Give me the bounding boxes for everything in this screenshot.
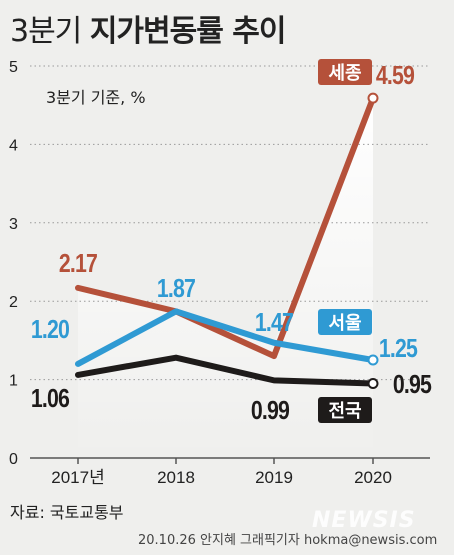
y-tick-label: 4 [9,137,18,154]
x-tick-label: 2017년 [51,468,104,487]
legend-label: 서울 [328,313,361,333]
y-tick-label: 5 [9,59,18,76]
legend-box-1 [318,309,372,335]
data-label: 0.99 [251,396,290,426]
data-label: 1.25 [379,334,418,364]
x-tick-label: 2018 [157,468,195,487]
y-tick-label: 3 [9,216,18,233]
y-tick-label: 2 [9,294,18,311]
title-part-1: 3분기 [10,14,90,49]
series-end-point-0 [367,92,379,104]
title-part-2: 지가변동률 추이 [89,14,287,49]
x-tick-label: 2020 [354,468,392,487]
unit-note: 3분기 기준, % [46,88,146,107]
data-label: 1.20 [31,315,70,345]
x-tick-label: 2019 [255,468,293,487]
y-tick-label: 0 [9,451,18,468]
series-line-2 [75,354,376,387]
chart-title: 3분기 지가변동률 추이 [10,6,287,50]
data-label: 2.17 [59,249,98,279]
series-line-0 [75,95,376,360]
data-label: 4.59 [376,61,415,91]
data-label: 1.47 [255,308,294,338]
credit-line: 20.10.26 안지혜 그래픽기자 hokma@newsis.com [138,533,438,548]
newsis-watermark-logo: NEWSIS [312,508,416,533]
series-end-point-2 [367,378,379,390]
y-tick-label: 1 [9,373,18,390]
legend-box-0 [318,59,372,85]
area-fill [78,98,373,459]
data-label: 1.87 [157,274,196,304]
series-end-point-1 [367,354,379,366]
data-label: 0.95 [393,370,432,400]
series-line-1 [75,308,376,367]
legend-label: 세종 [328,63,361,83]
legend-box-2 [318,397,372,423]
source-note: 자료: 국토교통부 [10,503,124,522]
legend-label: 전국 [328,401,361,421]
data-label: 1.06 [31,384,70,414]
